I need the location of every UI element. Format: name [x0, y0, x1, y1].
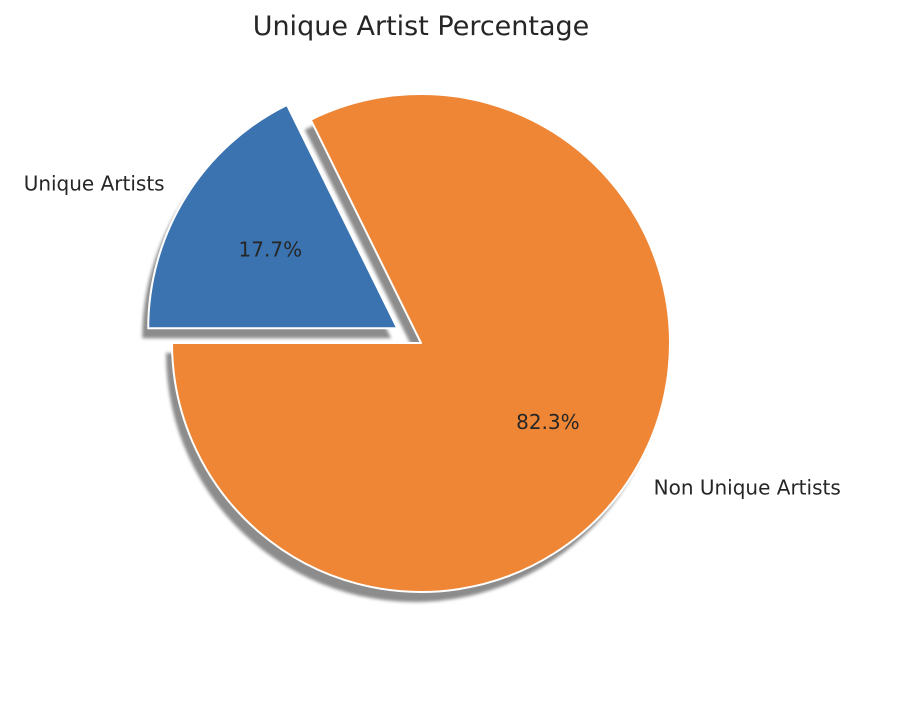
chart-title: Unique Artist Percentage [253, 11, 590, 42]
pie-slice-non-unique-artists [171, 93, 671, 593]
slices [147, 93, 671, 593]
slice-labels: Non Unique Artists 82.3% Unique Artists 17.… [24, 172, 841, 500]
slice-label-non-unique-artists: Non Unique Artists [654, 476, 841, 500]
slice-percent-non-unique-artists: 82.3% [516, 410, 580, 434]
pie-slice-unique-artists [147, 103, 399, 330]
slice-label-unique-artists: Unique Artists [24, 172, 165, 196]
slice-percent-unique-artists: 17.7% [239, 237, 303, 261]
